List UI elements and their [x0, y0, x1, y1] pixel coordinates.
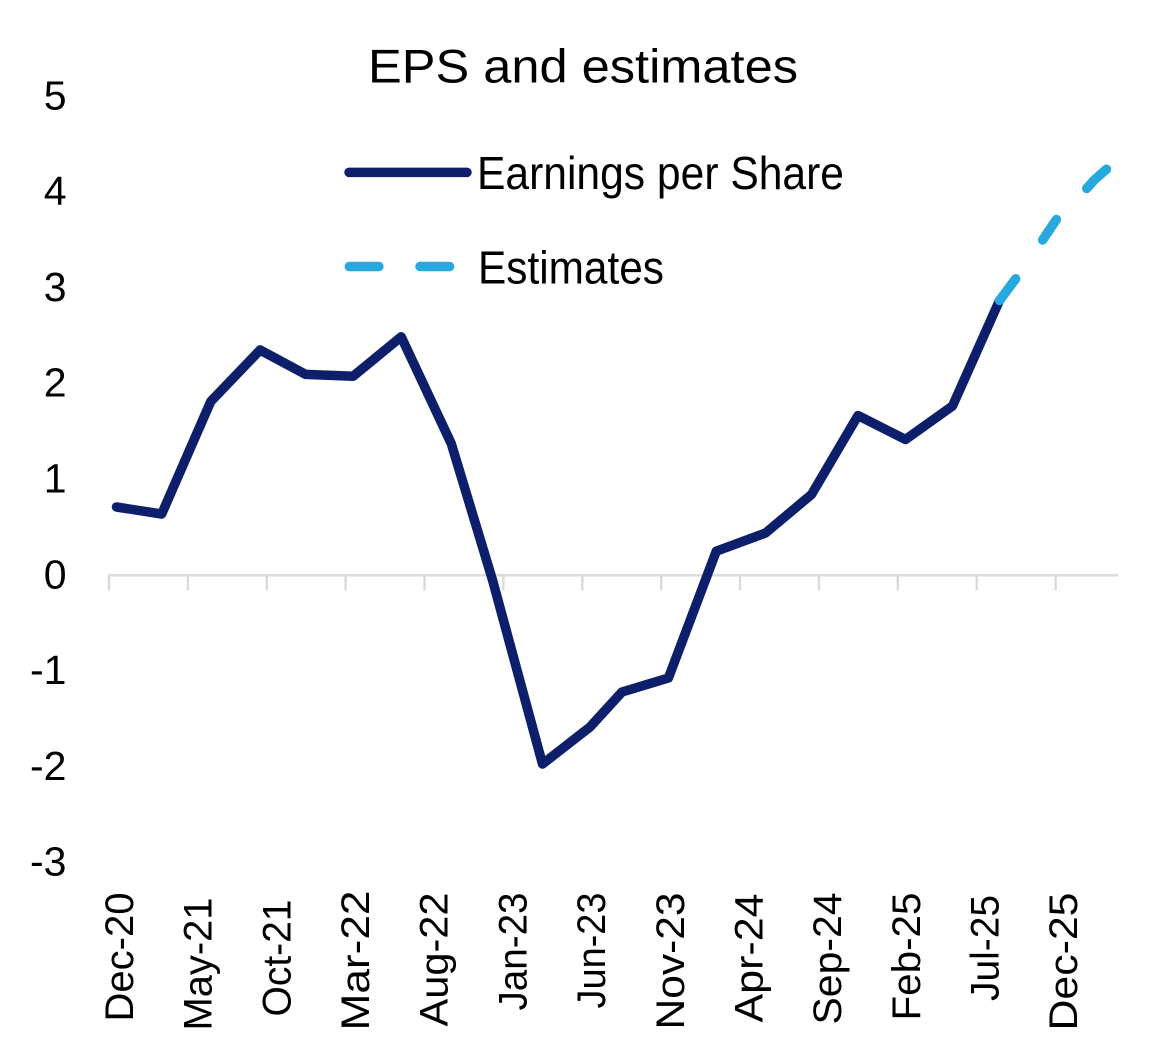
svg-text:Feb-25: Feb-25: [885, 893, 929, 1021]
svg-text:May-21: May-21: [177, 898, 221, 1031]
svg-text:Apr-24: Apr-24: [727, 894, 771, 1023]
svg-text:-3: -3: [30, 839, 66, 885]
svg-text:1: 1: [44, 456, 67, 502]
svg-text:Oct-21: Oct-21: [255, 900, 299, 1017]
svg-text:5: 5: [44, 72, 67, 118]
svg-text:4: 4: [44, 168, 67, 214]
svg-text:3: 3: [44, 264, 67, 310]
svg-text:Dec-20: Dec-20: [98, 893, 142, 1022]
svg-text:Jun-23: Jun-23: [570, 893, 614, 1009]
svg-text:-2: -2: [30, 743, 66, 789]
svg-text:Aug-22: Aug-22: [413, 893, 457, 1027]
svg-text:Estimates: Estimates: [478, 242, 664, 294]
svg-text:2: 2: [44, 360, 67, 406]
svg-text:Jul-25: Jul-25: [964, 895, 1008, 1001]
svg-text:Sep-24: Sep-24: [806, 893, 850, 1025]
svg-text:Jan-23: Jan-23: [491, 893, 535, 1011]
svg-text:EPS and estimates: EPS and estimates: [368, 40, 798, 93]
svg-text:Dec-25: Dec-25: [1042, 893, 1086, 1031]
svg-text:Nov-23: Nov-23: [649, 893, 693, 1030]
svg-text:0: 0: [44, 551, 67, 597]
svg-text:-1: -1: [30, 647, 66, 693]
svg-text:Mar-22: Mar-22: [334, 891, 378, 1031]
svg-text:Earnings per Share: Earnings per Share: [477, 147, 844, 199]
